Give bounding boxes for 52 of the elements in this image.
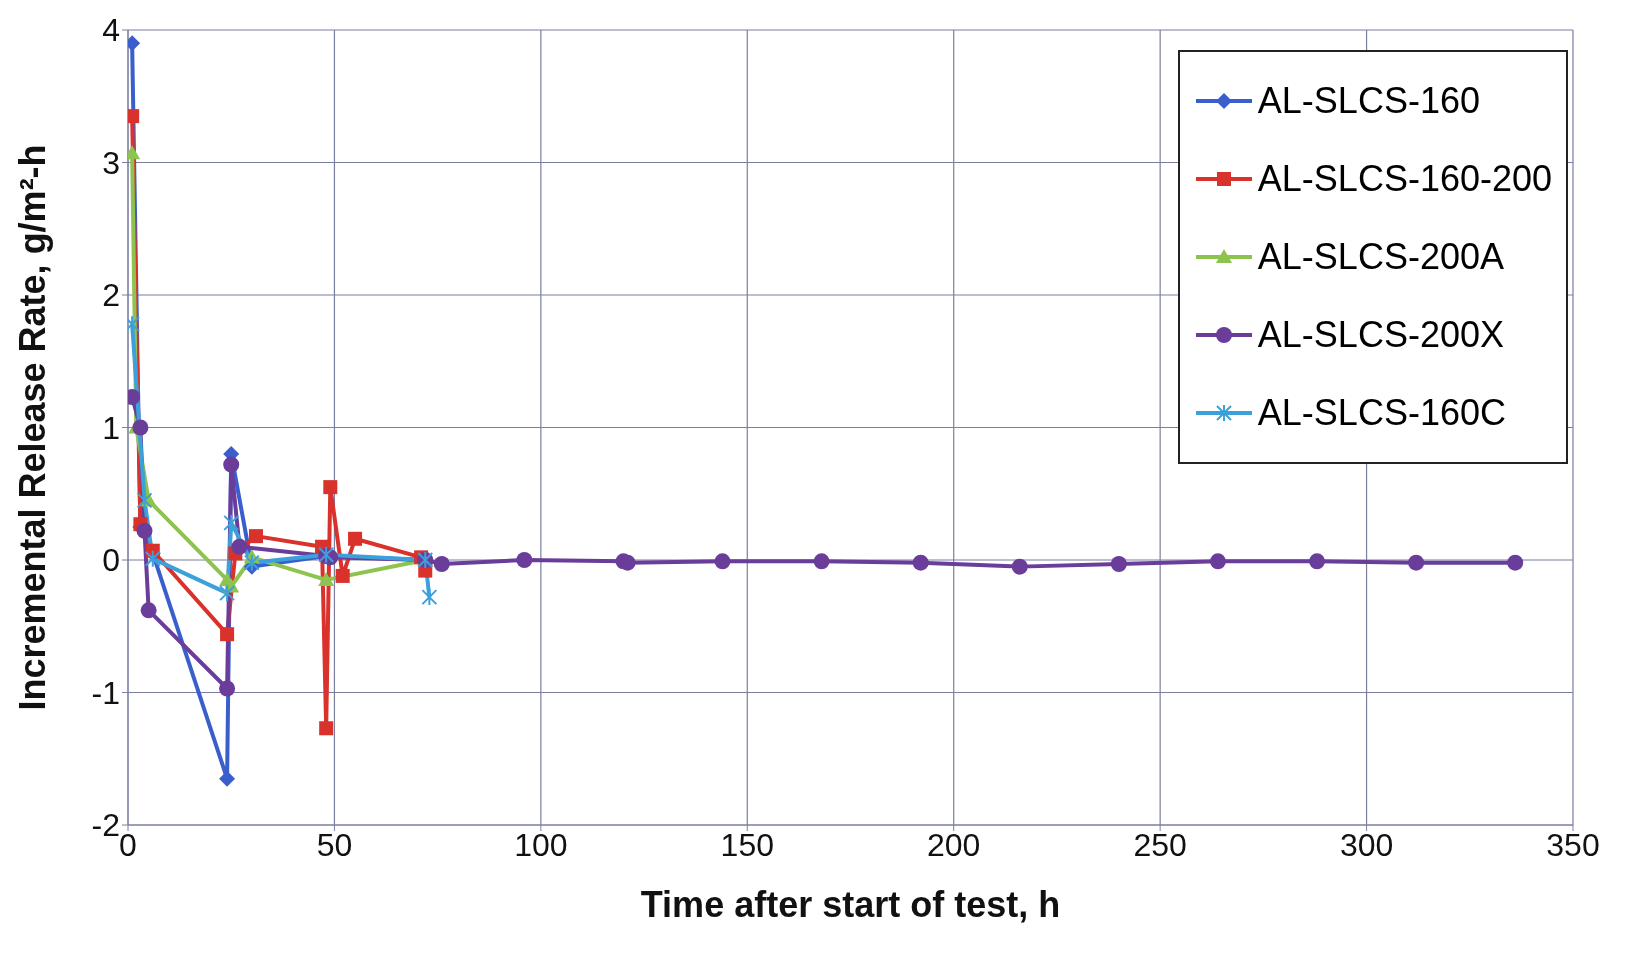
y-tick-label: 4 xyxy=(102,12,120,49)
point xyxy=(243,553,260,572)
point xyxy=(219,770,236,787)
point xyxy=(144,549,161,568)
point xyxy=(323,480,338,495)
y-tick-label: 2 xyxy=(102,277,120,314)
point xyxy=(1507,554,1524,571)
point xyxy=(1110,555,1127,572)
legend-label: AL-SLCS-200X xyxy=(1257,314,1504,356)
y-axis-title: Incremental Release Rate, g/m²-h xyxy=(11,144,53,711)
legend-label: AL-SLCS-200A xyxy=(1257,236,1504,278)
x-tick-label: 350 xyxy=(1546,826,1600,863)
point xyxy=(516,552,533,568)
point xyxy=(714,553,731,570)
point xyxy=(1209,553,1226,570)
point xyxy=(136,522,153,539)
legend-label: AL-SLCS-160 xyxy=(1257,80,1480,122)
point xyxy=(1011,558,1028,575)
x-tick-label: 250 xyxy=(1133,826,1187,863)
point xyxy=(1309,553,1326,570)
legend-label: AL-SLCS-160C xyxy=(1257,392,1506,434)
point xyxy=(132,419,149,436)
point xyxy=(1408,554,1425,571)
point xyxy=(223,456,240,473)
point xyxy=(335,568,350,583)
x-tick-label: 100 xyxy=(514,826,568,863)
point xyxy=(433,555,450,572)
y-tick-label: 1 xyxy=(102,409,120,446)
y-tick-label: -1 xyxy=(91,674,120,711)
point xyxy=(219,584,236,603)
point xyxy=(813,553,830,570)
y-tick-label: 3 xyxy=(102,144,120,181)
point xyxy=(912,554,929,571)
point xyxy=(231,538,248,555)
legend-label: AL-SLCS-160-200 xyxy=(1257,158,1552,200)
x-tick-label: 300 xyxy=(1339,826,1394,863)
x-tick-label: 150 xyxy=(720,826,774,863)
point xyxy=(318,571,335,586)
point xyxy=(421,588,438,607)
y-tick-label: 0 xyxy=(102,542,120,579)
point xyxy=(223,513,240,532)
y-tick-label: -2 xyxy=(91,807,120,844)
point xyxy=(248,529,263,544)
point xyxy=(140,602,157,619)
x-axis-title: Time after start of test, h xyxy=(640,884,1061,925)
x-tick-label: 200 xyxy=(927,826,981,863)
point xyxy=(319,721,334,736)
point xyxy=(136,491,153,510)
point xyxy=(348,531,363,546)
point xyxy=(220,627,235,642)
point xyxy=(219,680,236,697)
x-tick-label: 50 xyxy=(316,826,353,863)
